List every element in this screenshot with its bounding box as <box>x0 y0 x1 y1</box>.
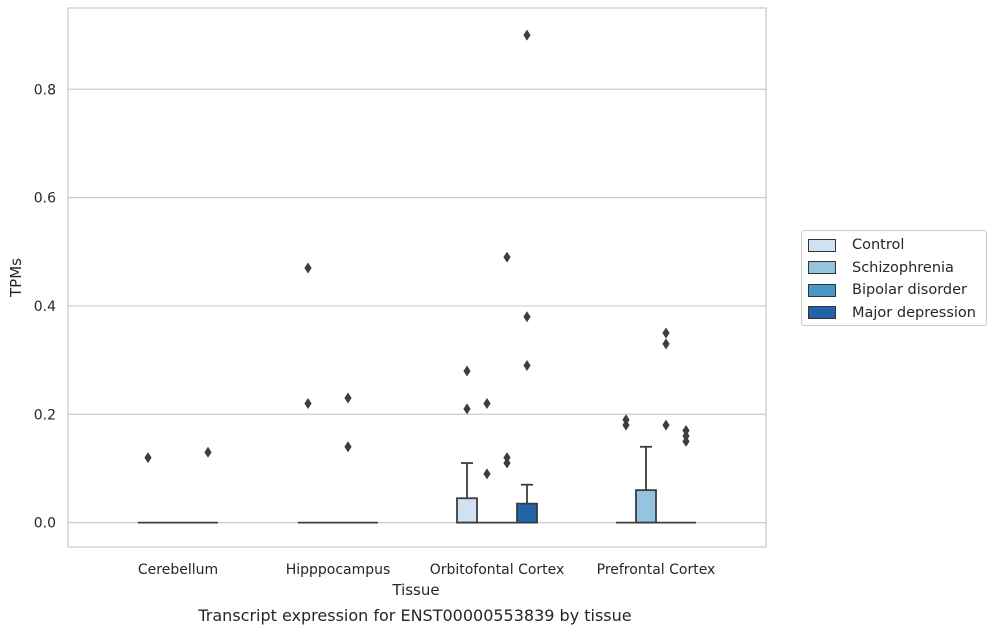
outlier-point <box>304 262 312 274</box>
legend-swatch <box>808 238 836 252</box>
y-tick-label: 0.4 <box>34 299 56 315</box>
outlier-point <box>463 365 471 377</box>
box-body <box>635 489 657 524</box>
y-tick-label: 0.0 <box>34 516 56 532</box>
y-axis-label: TPMs <box>7 258 25 298</box>
grid-lines <box>68 88 766 524</box>
legend-label: Major depression <box>852 304 976 321</box>
legend-label: Bipolar disorder <box>852 282 967 298</box>
legend-item: Major depression <box>808 304 976 322</box>
outlier-point <box>503 251 511 263</box>
boxes-layer <box>138 29 696 524</box>
box-control <box>298 262 318 524</box>
outlier-point <box>523 29 531 41</box>
x-tick-label: Orbitofontal Cortex <box>430 562 565 578</box>
box-body <box>456 497 478 524</box>
x-axis-ticks: Cerebellum Hipppocampus Orbitofontal Corte… <box>138 562 715 578</box>
outlier-point <box>523 360 531 372</box>
box-bipolar-disorder <box>656 327 676 524</box>
box-bipolar-disorder <box>338 392 358 524</box>
box-major-depression <box>676 425 696 524</box>
box-control <box>138 452 158 524</box>
outlier-point <box>204 446 212 458</box>
outlier-point <box>523 311 531 323</box>
y-tick-label: 0.6 <box>34 191 56 207</box>
legend-swatch <box>808 261 836 274</box>
legend-item: Control <box>808 236 904 254</box>
outlier-point <box>662 338 670 350</box>
box-schizophrenia <box>635 445 657 524</box>
legend-swatch <box>808 283 836 297</box>
outlier-point <box>144 452 152 464</box>
outlier-point <box>463 403 471 415</box>
outlier-point <box>503 457 511 469</box>
box-bipolar-disorder <box>497 251 517 524</box>
x-tick-label: Cerebellum <box>138 562 218 578</box>
outlier-point <box>304 397 312 409</box>
box-major-depression <box>198 446 218 524</box>
box-control <box>616 414 636 524</box>
x-tick-label: Hipppocampus <box>286 562 391 578</box>
outlier-point <box>662 327 670 339</box>
chart-caption: Transcript expression for ENST0000055383… <box>198 606 632 625</box>
y-tick-label: 0.8 <box>34 82 56 98</box>
outlier-point <box>344 441 352 453</box>
outlier-point <box>662 419 670 431</box>
legend: Control Schizophrenia Bipolar disorder Majo… <box>801 230 987 326</box>
plot-area-frame <box>67 7 767 548</box>
outlier-point <box>682 435 690 447</box>
x-tick-label: Prefrontal Cortex <box>597 562 716 578</box>
legend-label: Schizophrenia <box>852 259 954 276</box>
outlier-point <box>622 419 630 431</box>
outlier-point <box>483 468 491 480</box>
box-schizophrenia <box>477 397 497 524</box>
x-axis-label: Tissue <box>391 581 439 599</box>
y-tick-label: 0.2 <box>34 407 56 423</box>
legend-item: Schizophrenia <box>808 259 954 277</box>
outlier-point <box>483 397 491 409</box>
box-body <box>516 502 538 524</box>
legend-item: Bipolar disorder <box>808 281 967 299</box>
legend-label: Control <box>852 237 905 253</box>
box-major-depression <box>516 29 538 524</box>
y-axis-ticks: 0.0 0.2 0.4 0.6 0.8 <box>34 82 56 531</box>
legend-swatch <box>808 306 836 319</box>
outlier-point <box>344 392 352 404</box>
box-control <box>456 365 478 524</box>
